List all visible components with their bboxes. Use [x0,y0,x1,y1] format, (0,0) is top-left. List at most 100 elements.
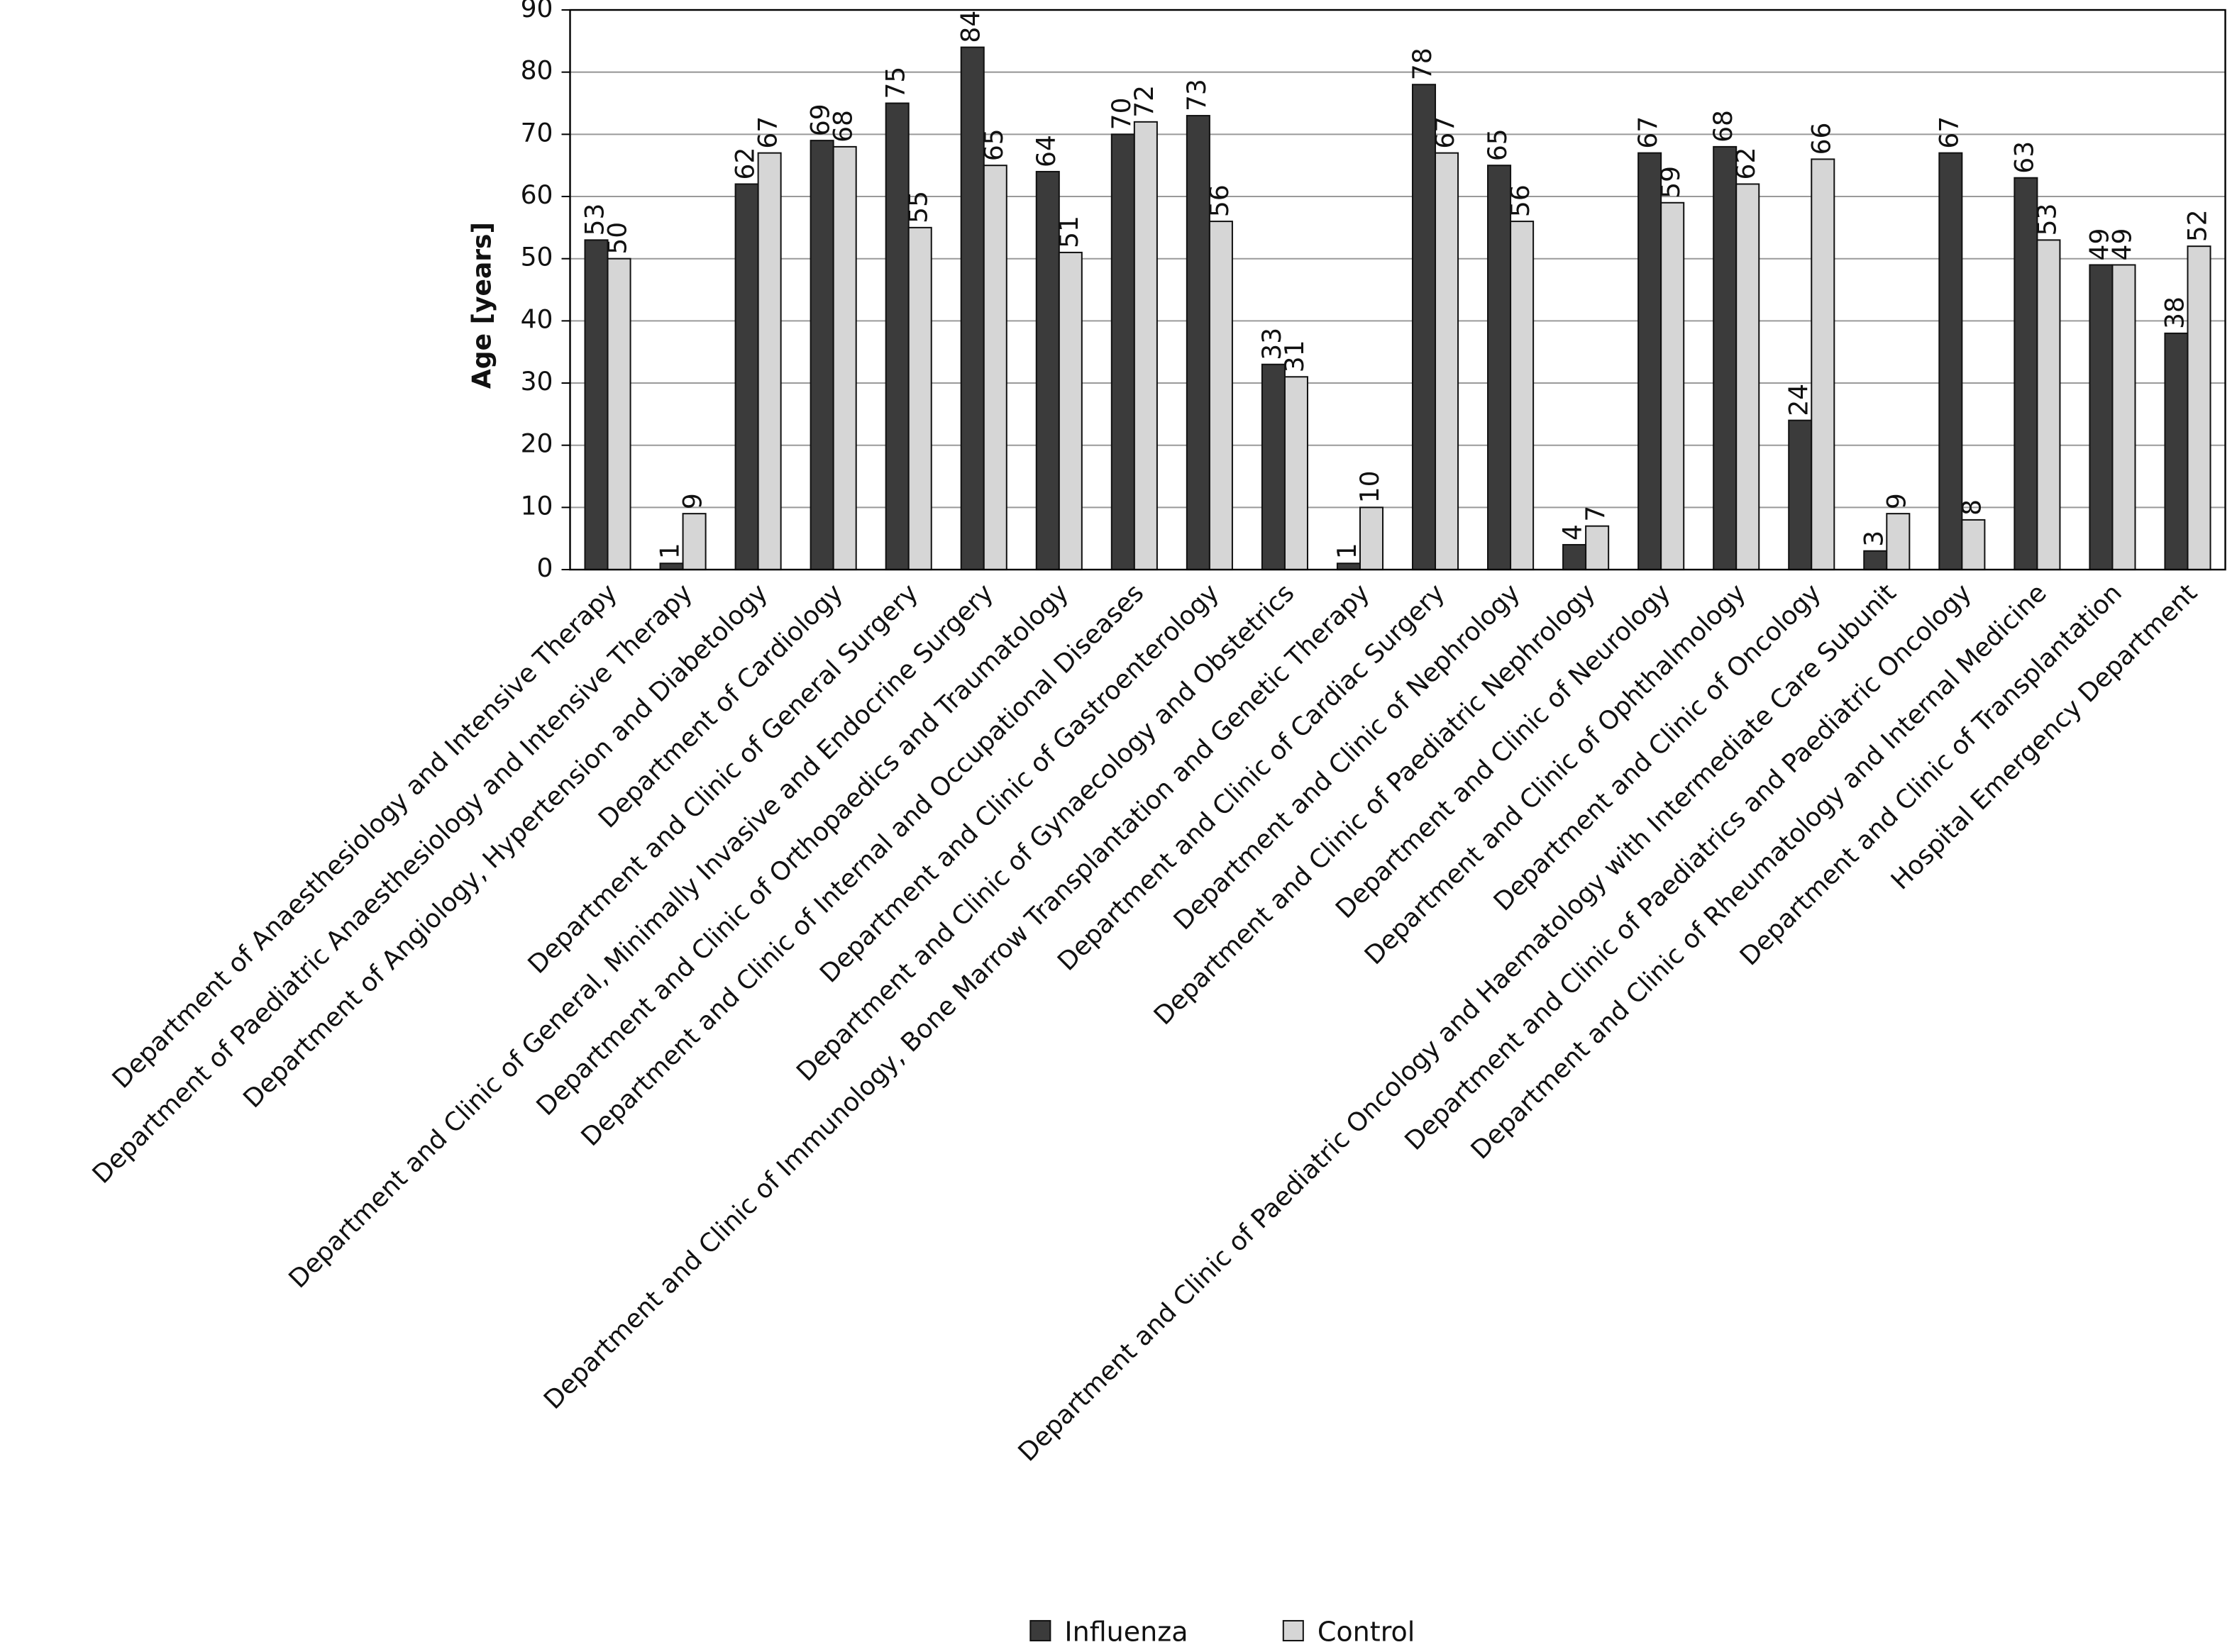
bar [2187,245,2211,571]
bar [1811,158,1835,571]
bar [682,513,707,571]
x-tick-label: Department and Clinic of General, Minima… [283,579,999,1295]
value-label: 52 [2184,209,2213,242]
bar [1186,115,1210,571]
value-label: 49 [2108,228,2137,261]
bar [1208,221,1233,571]
bar [734,183,759,571]
bar [983,165,1007,571]
value-label: 67 [754,116,783,149]
value-label: 53 [2033,204,2062,236]
bar [1283,376,1308,571]
x-tick-label: Department and Clinic of Paediatrics and… [1399,579,1977,1156]
bar [832,145,857,571]
y-axis-label: Age [years] [468,222,497,389]
bar [1788,419,1813,571]
value-label: 56 [1205,184,1235,217]
bar [607,257,631,571]
value-label: 64 [1032,135,1061,167]
y-tick-label: 80 [521,57,553,86]
value-label: 9 [1882,493,1911,509]
value-label: 65 [980,128,1009,161]
y-tick-label: 70 [521,118,553,148]
bar [1660,201,1685,571]
value-label: 68 [1709,110,1738,143]
value-label: 62 [731,148,761,180]
value-label: 66 [1807,123,1836,155]
bar [757,152,782,571]
y-tick-label: 20 [521,430,553,459]
bar [1336,562,1361,571]
value-label: 75 [882,67,911,99]
bar [1359,506,1384,571]
value-label: 7 [1581,506,1611,522]
x-tick-label: Department and Clinic of Nephrology [1169,579,1526,936]
bar [1713,145,1738,571]
bar [2164,332,2189,571]
bar [1487,165,1512,571]
bar [2089,264,2114,571]
value-label: 53 [581,204,610,236]
bar [885,102,910,571]
value-label: 68 [829,110,858,143]
bar [1133,121,1158,571]
value-label: 73 [1183,79,1212,111]
y-tick-label: 60 [521,181,553,210]
bar [1961,519,1986,571]
x-tick-label: Department and Clinic of Internal and Oc… [576,579,1150,1153]
value-label: 69 [807,104,836,136]
bar [659,562,684,571]
value-label: 1 [656,543,685,559]
legend-label: Influenza [1064,1616,1188,1647]
value-label: 67 [1431,116,1460,149]
value-label: 33 [1258,328,1287,360]
value-label: 63 [2010,141,2039,174]
value-label: 56 [1506,184,1535,217]
value-label: 4 [1559,524,1588,540]
value-label: 55 [905,191,934,223]
y-tick-label: 10 [521,492,553,521]
value-label: 1 [1333,543,1362,559]
value-label: 8 [1957,499,1987,516]
bar [1735,183,1760,571]
bar [1435,152,1459,571]
legend-swatch [1282,1619,1304,1641]
y-tick-label: 50 [521,243,553,272]
bar [1637,152,1662,571]
value-label: 65 [1484,128,1513,161]
value-label: 84 [957,11,986,43]
bar [1863,550,1888,571]
value-label: 31 [1281,340,1310,372]
bar [584,239,609,571]
bar [1938,152,1963,571]
plot-frame [569,9,2226,571]
value-label: 51 [1055,216,1084,248]
value-label: 9 [679,493,708,509]
value-label: 67 [1634,116,1663,149]
bar [2111,264,2136,571]
bar [1058,251,1083,571]
value-label: 38 [2160,296,2189,329]
value-label: 78 [1408,48,1437,80]
bar [1510,221,1535,571]
bar [2014,177,2038,571]
value-label: 24 [1784,384,1813,416]
y-tick-label: 30 [521,367,553,397]
legend-label: Control [1318,1616,1415,1647]
bar [1110,133,1135,571]
value-label: 67 [1935,116,1964,149]
value-label: 70 [1108,97,1137,130]
value-label: 72 [1130,85,1159,118]
bar [1261,363,1286,571]
legend-swatch [1029,1619,1051,1641]
bar [2036,239,2061,571]
bar [1585,525,1610,571]
bar [1411,84,1437,571]
bar [1562,543,1587,571]
value-label: 3 [1860,531,1889,547]
y-tick-label: 0 [537,554,553,583]
value-label: 62 [1732,148,1761,180]
value-label: 59 [1657,166,1686,199]
